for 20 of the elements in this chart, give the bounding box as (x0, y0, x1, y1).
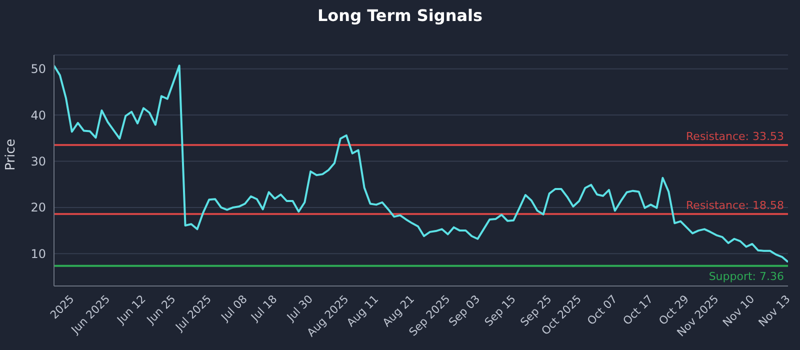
line-series (54, 64, 788, 263)
x-tick-label: Jul 08 (218, 292, 250, 324)
y-tick-label: 40 (30, 108, 46, 122)
y-axis-title: Price (4, 138, 19, 170)
ref-line-label: Support: 7.36 (708, 270, 784, 283)
y-tick-label: 10 (30, 246, 46, 261)
y-tick-label: 20 (30, 200, 46, 215)
ref-line-label: Resistance: 33.53 (686, 130, 784, 143)
x-tick-label: Nov 10 (720, 292, 758, 330)
x-tick-label: Sep 15 (482, 292, 518, 329)
y-tick-label: 30 (30, 154, 46, 169)
ref-line-label: Resistance: 18.58 (686, 199, 784, 212)
x-tick-label: Jul 30 (284, 292, 316, 324)
x-tick-label: Jun 12 (114, 292, 148, 328)
x-tick-label: Oct 17 (620, 292, 656, 328)
x-tick-label: Jul 18 (248, 292, 280, 324)
x-tick-label: Oct 07 (584, 292, 620, 328)
y-tick-label: 50 (30, 62, 46, 76)
x-tick-label: Nov 13 (756, 292, 793, 330)
chart-title: Long Term Signals (316, 6, 484, 25)
